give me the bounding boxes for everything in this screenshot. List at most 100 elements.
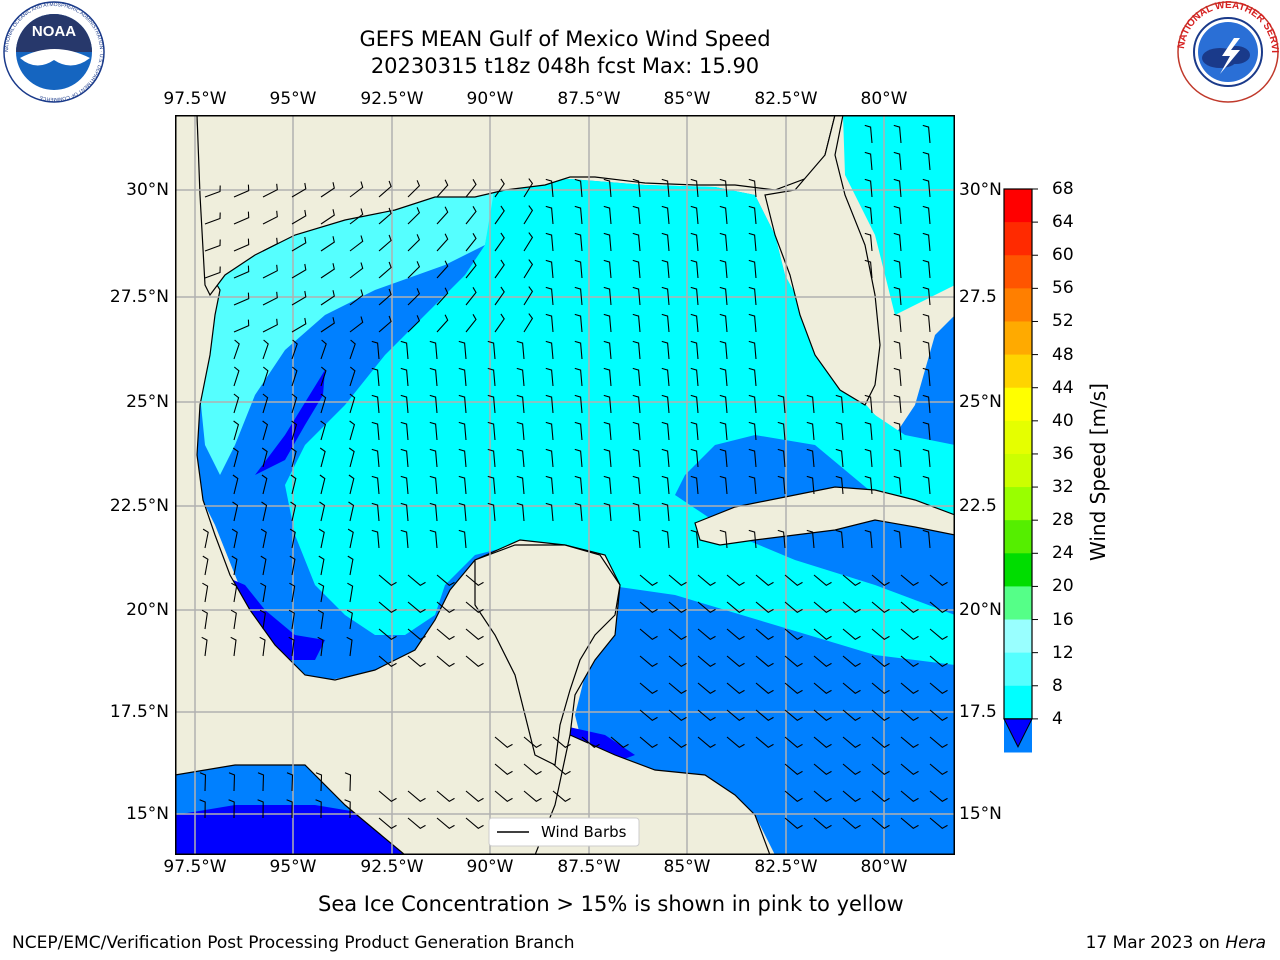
- wind-barb: [516, 421, 525, 441]
- wind-barb: [871, 817, 890, 829]
- wind-barb: [378, 180, 392, 198]
- wind-barb: [755, 709, 774, 721]
- wind-barb: [726, 709, 745, 721]
- wind-barb: [516, 394, 525, 414]
- wind-barb: [632, 340, 641, 360]
- wind-barb: [871, 601, 890, 613]
- colorbar-tick-label: 40: [1052, 410, 1074, 431]
- wind-barb: [748, 529, 757, 549]
- wind-barb: [900, 628, 919, 640]
- wind-barb: [835, 421, 844, 441]
- wind-barb: [900, 736, 919, 748]
- wind-barb: [748, 367, 757, 387]
- legend-label: Wind Barbs: [541, 823, 627, 841]
- wind-barb: [262, 183, 278, 198]
- wind-barb: [487, 340, 496, 360]
- wind-barb: [407, 628, 426, 640]
- wind-barb: [315, 799, 322, 819]
- wind-barb: [260, 528, 267, 549]
- lon-label-top: 85°W: [663, 89, 711, 109]
- lon-label-top: 92.5°W: [360, 89, 424, 109]
- wind-barb: [260, 555, 267, 576]
- wind-barb: [900, 574, 919, 586]
- colorbar-tick-label: 16: [1052, 609, 1074, 630]
- wind-barb: [893, 367, 902, 387]
- wind-barb: [407, 790, 426, 802]
- wind-barb: [871, 655, 890, 667]
- wind-barb: [436, 179, 449, 198]
- wind-barb: [639, 628, 658, 640]
- wind-barb: [748, 286, 757, 306]
- lon-label-top: 95°W: [269, 89, 317, 109]
- wind-barb: [262, 318, 278, 333]
- wind-barb: [610, 736, 629, 748]
- wind-barb: [233, 393, 240, 414]
- wind-barb: [603, 475, 612, 495]
- wind-barb: [864, 475, 873, 495]
- lat-label-left: 27.5°N: [109, 287, 169, 307]
- wind-barb: [574, 259, 583, 279]
- wind-barb: [262, 264, 278, 279]
- wind-barb: [349, 420, 356, 441]
- wind-barb: [465, 233, 477, 252]
- wind-barb: [516, 448, 525, 468]
- wind-barb: [690, 421, 699, 441]
- wind-barb: [632, 421, 641, 441]
- wind-barb: [262, 291, 278, 306]
- wind-barb: [259, 636, 266, 657]
- wind-barb: [929, 790, 948, 802]
- wind-barbs: [199, 124, 948, 829]
- wind-barb: [661, 529, 670, 549]
- colorbar-tick-label: 24: [1052, 543, 1074, 564]
- wind-barb: [286, 799, 293, 819]
- colorbar-tick-label: 12: [1052, 642, 1074, 663]
- lat-label-right: 27.5: [959, 287, 997, 307]
- wind-barb: [261, 474, 268, 495]
- wind-barb: [929, 655, 948, 667]
- wind-barb: [429, 367, 438, 387]
- wind-barb: [400, 394, 409, 414]
- wind-barb: [922, 286, 931, 306]
- wind-barb: [400, 367, 409, 387]
- wind-barb: [719, 421, 728, 441]
- wind-barb: [922, 205, 931, 225]
- wind-barb: [574, 448, 583, 468]
- wind-barb: [697, 682, 716, 694]
- wind-barb: [378, 288, 392, 306]
- colorbar-segment: [1004, 387, 1032, 422]
- wind-barb: [344, 772, 352, 792]
- wind-barb: [291, 209, 307, 225]
- wind-barb: [407, 574, 426, 586]
- colorbar-tick-label: 44: [1052, 377, 1074, 398]
- wind-barb: [371, 367, 380, 387]
- wind-barb: [436, 574, 455, 586]
- wind-barb: [632, 394, 641, 414]
- wind-barb: [639, 655, 658, 667]
- wind-barb: [371, 475, 380, 495]
- wind-barb: [690, 178, 699, 198]
- wind-barb: [262, 339, 269, 360]
- wind-barb: [230, 609, 237, 630]
- wind-barb: [400, 340, 409, 360]
- wind-barb: [813, 790, 832, 802]
- wind-barb: [259, 609, 266, 630]
- wind-barb: [755, 655, 774, 667]
- wind-barb: [632, 178, 641, 198]
- wind-barb: [929, 601, 948, 613]
- map-frame: [175, 115, 955, 855]
- wind-barb: [690, 340, 699, 360]
- wind-barb: [784, 601, 803, 613]
- wind-barb: [290, 474, 297, 495]
- wind-barb: [348, 474, 355, 495]
- wind-barb: [929, 628, 948, 640]
- colorbar-segment: [1004, 420, 1032, 455]
- wind-barb: [777, 475, 786, 495]
- wind-barb: [230, 636, 237, 657]
- lon-label-bottom: 90°W: [466, 857, 514, 877]
- wind-barb: [755, 601, 774, 613]
- wind-barb: [494, 178, 505, 198]
- wind-barb: [922, 232, 931, 252]
- wind-barb: [574, 205, 583, 225]
- wind-barb: [494, 205, 505, 225]
- wind-barb: [603, 286, 612, 306]
